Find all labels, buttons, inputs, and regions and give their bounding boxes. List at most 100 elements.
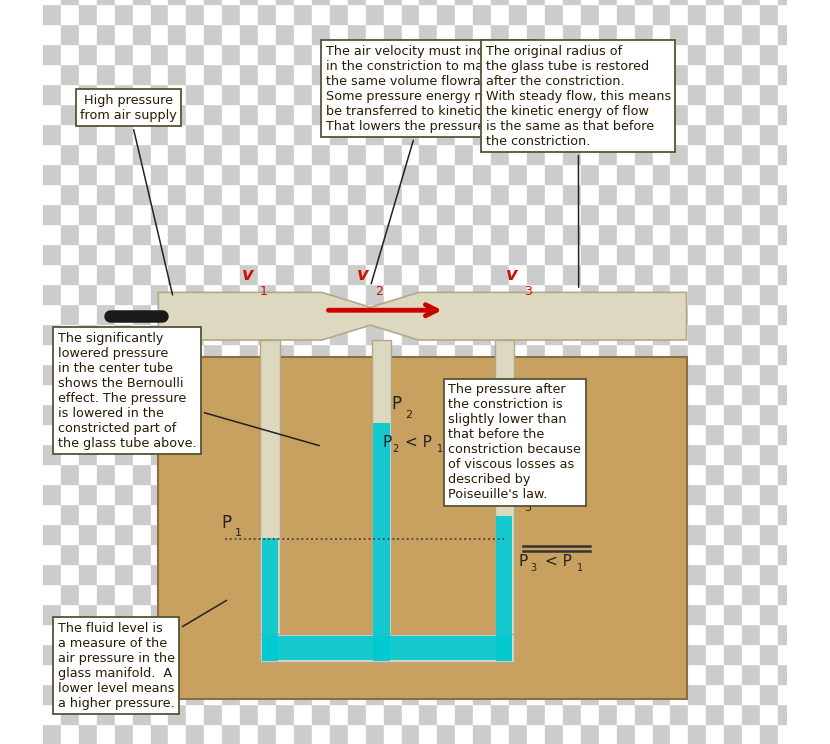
Bar: [383, 204, 402, 224]
Bar: [222, 484, 240, 504]
Bar: [168, 144, 187, 164]
Bar: [635, 724, 652, 744]
Bar: [43, 544, 61, 564]
Bar: [742, 244, 760, 264]
Bar: [671, 624, 688, 644]
Bar: [43, 384, 61, 404]
Bar: [61, 664, 79, 684]
Bar: [222, 344, 240, 364]
Bar: [598, 124, 617, 144]
Bar: [491, 444, 509, 464]
Bar: [652, 0, 671, 4]
Bar: [402, 44, 419, 64]
Bar: [796, 444, 814, 464]
Bar: [437, 284, 456, 304]
Bar: [760, 204, 778, 224]
Bar: [133, 504, 150, 524]
Bar: [473, 664, 491, 684]
Bar: [43, 404, 61, 424]
Bar: [652, 4, 671, 24]
Bar: [796, 284, 814, 304]
Bar: [419, 664, 437, 684]
Bar: [688, 44, 706, 64]
Bar: [222, 704, 240, 724]
Bar: [527, 44, 545, 64]
Bar: [294, 684, 312, 704]
Bar: [491, 484, 509, 504]
Bar: [258, 504, 276, 524]
Bar: [617, 484, 635, 504]
Bar: [688, 184, 706, 204]
Bar: [276, 324, 294, 344]
Bar: [509, 604, 527, 624]
Bar: [581, 444, 598, 464]
Bar: [671, 104, 688, 124]
Bar: [725, 624, 742, 644]
Bar: [374, 423, 390, 661]
Bar: [383, 184, 402, 204]
Bar: [563, 44, 581, 64]
Bar: [97, 424, 115, 444]
Bar: [473, 324, 491, 344]
Bar: [312, 64, 330, 84]
Bar: [491, 384, 509, 404]
Bar: [97, 44, 115, 64]
Bar: [294, 704, 312, 724]
Bar: [276, 704, 294, 724]
Bar: [240, 704, 258, 724]
Bar: [419, 324, 437, 344]
Bar: [258, 0, 276, 4]
Bar: [79, 0, 97, 4]
Bar: [725, 344, 742, 364]
Bar: [276, 644, 294, 664]
Bar: [366, 4, 383, 24]
Bar: [688, 364, 706, 384]
Bar: [725, 684, 742, 704]
Bar: [688, 724, 706, 744]
Bar: [598, 704, 617, 724]
Bar: [61, 144, 79, 164]
Bar: [240, 124, 258, 144]
Bar: [97, 64, 115, 84]
Bar: [366, 684, 383, 704]
Bar: [366, 624, 383, 644]
Bar: [330, 0, 348, 4]
Bar: [150, 524, 168, 544]
Bar: [204, 584, 222, 604]
Bar: [402, 544, 419, 564]
Bar: [456, 504, 473, 524]
Text: P: P: [222, 514, 232, 532]
Bar: [706, 384, 725, 404]
Bar: [563, 144, 581, 164]
Bar: [115, 424, 133, 444]
Bar: [187, 264, 204, 284]
Bar: [563, 284, 581, 304]
Bar: [688, 504, 706, 524]
Bar: [222, 624, 240, 644]
Bar: [115, 264, 133, 284]
Bar: [366, 304, 383, 324]
Bar: [598, 564, 617, 584]
Bar: [473, 544, 491, 564]
Bar: [366, 344, 383, 364]
Bar: [222, 384, 240, 404]
Bar: [402, 0, 419, 4]
Bar: [258, 284, 276, 304]
Bar: [491, 664, 509, 684]
Bar: [688, 544, 706, 564]
Bar: [133, 664, 150, 684]
Bar: [276, 4, 294, 24]
Bar: [742, 624, 760, 644]
Bar: [348, 524, 366, 544]
Bar: [617, 104, 635, 124]
Bar: [150, 684, 168, 704]
Bar: [222, 4, 240, 24]
Bar: [796, 424, 814, 444]
Bar: [330, 484, 348, 504]
Bar: [545, 724, 563, 744]
Bar: [276, 24, 294, 44]
Bar: [652, 124, 671, 144]
Bar: [545, 84, 563, 104]
Bar: [456, 724, 473, 744]
Bar: [778, 684, 796, 704]
